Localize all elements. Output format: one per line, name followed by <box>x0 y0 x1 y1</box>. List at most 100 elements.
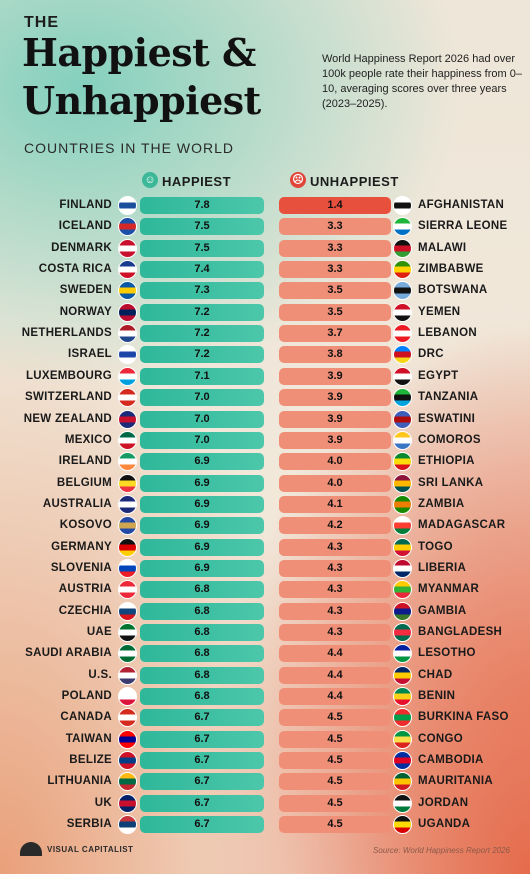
happiest-country-label: SLOVENIA <box>50 561 112 574</box>
unhappiest-country-flag-icon <box>393 623 412 642</box>
title-line-2: Unhappiest <box>22 78 261 123</box>
unhappiest-score-bar: 4.5 <box>279 730 391 748</box>
unhappiest-country-label: LEBANON <box>418 327 477 340</box>
happiest-score-bar: 6.9 <box>140 517 264 535</box>
happiest-score-bar: 7.2 <box>140 346 264 364</box>
happiest-country-label: KOSOVO <box>59 519 112 532</box>
unhappiest-country-label: ESWATINI <box>418 412 476 425</box>
happiest-country-flag-icon <box>118 815 137 835</box>
title-line-1: Happiest & <box>22 30 256 75</box>
unhappiest-country-flag-icon <box>393 729 412 749</box>
unhappiest-score-bar: 3.7 <box>279 325 391 343</box>
happiest-country-flag-icon <box>118 516 137 536</box>
unhappiest-score-bar: 4.5 <box>279 794 391 812</box>
unhappiest-score-bar: 3.9 <box>279 367 391 385</box>
table-row: AUSTRIA 6.8 4.3 MYANMAR <box>0 579 530 600</box>
happiest-score-bar: 7.8 <box>140 197 264 214</box>
unhappiest-country-flag-icon <box>393 217 412 237</box>
happiest-country-label: DENMARK <box>51 241 112 254</box>
table-row: GERMANY 6.9 4.3 TOGO <box>0 537 530 558</box>
table-row: NORWAY 7.2 3.5 YEMEN <box>0 302 530 323</box>
unhappiest-country-label: MALAWI <box>418 241 467 254</box>
unhappiest-country-label: MAURITANIA <box>418 775 493 788</box>
subtitle: COUNTRIES IN THE WORLD <box>24 140 234 156</box>
unhappiest-country-label: BURKINA FASO <box>418 711 509 724</box>
visual-capitalist-logo: VISUAL CAPITALIST <box>20 842 133 856</box>
happiest-country-flag-icon <box>118 366 137 386</box>
unhappiest-country-flag-icon <box>393 302 412 322</box>
unhappiest-country-label: ETHIOPIA <box>418 455 475 468</box>
unhappiest-score-bar: 4.0 <box>279 474 391 492</box>
table-row: CZECHIA 6.8 4.3 GAMBIA <box>0 601 530 622</box>
unhappiest-country-flag-icon <box>393 388 412 408</box>
happiest-country-flag-icon <box>118 601 137 621</box>
unhappiest-score-bar: 3.5 <box>279 282 391 300</box>
happiest-country-label: LITHUANIA <box>47 775 112 788</box>
table-row: ICELAND 7.5 3.3 SIERRA LEONE <box>0 216 530 237</box>
happiest-country-flag-icon <box>118 473 137 493</box>
unhappiest-country-flag-icon <box>393 430 412 450</box>
happiest-country-label: TAIWAN <box>65 732 112 745</box>
happiest-country-label: AUSTRIA <box>58 583 112 596</box>
unhappiest-country-flag-icon <box>393 772 412 792</box>
happiest-country-label: AUSTRALIA <box>42 497 112 510</box>
unhappiest-score-bar: 4.1 <box>279 495 391 513</box>
unhappiest-score-bar: 4.5 <box>279 773 391 791</box>
unhappiest-score-bar: 1.4 <box>279 197 391 214</box>
table-row: ISRAEL 7.2 3.8 DRC <box>0 344 530 365</box>
unhappiest-country-label: SRI LANKA <box>418 476 484 489</box>
happiest-score-bar: 7.1 <box>140 367 264 385</box>
happiest-country-label: MEXICO <box>64 433 112 446</box>
happiest-country-flag-icon <box>118 558 137 578</box>
happiest-score-bar: 7.3 <box>140 282 264 300</box>
happiest-country-label: SAUDI ARABIA <box>25 647 112 660</box>
unhappiest-score-bar: 4.3 <box>279 538 391 556</box>
unhappiest-score-bar: 4.4 <box>279 688 391 706</box>
unhappiest-country-label: UGANDA <box>418 818 471 831</box>
happiest-country-flag-icon <box>118 793 137 813</box>
happiest-country-label: CZECHIA <box>58 604 112 617</box>
table-row: AUSTRALIA 6.9 4.1 ZAMBIA <box>0 494 530 515</box>
unhappiest-country-label: SIERRA LEONE <box>418 220 508 233</box>
unhappiest-country-flag-icon <box>393 473 412 493</box>
unhappiest-country-label: TANZANIA <box>418 391 479 404</box>
happiest-country-label: COSTA RICA <box>38 263 112 276</box>
unhappiest-score-bar: 4.5 <box>279 709 391 727</box>
table-row: NEW ZEALAND 7.0 3.9 ESWATINI <box>0 409 530 430</box>
happiest-country-label: GERMANY <box>51 540 112 553</box>
unhappiest-country-flag-icon <box>393 601 412 621</box>
unhappiest-country-label: EGYPT <box>418 369 459 382</box>
happiest-country-label: UAE <box>86 626 112 638</box>
table-row: MEXICO 7.0 3.9 COMOROS <box>0 430 530 451</box>
unhappiest-country-label: CHAD <box>418 668 453 681</box>
happiest-country-flag-icon <box>118 345 137 365</box>
table-row: FINLAND 7.8 1.4 AFGHANISTAN <box>0 195 530 216</box>
unhappiest-country-flag-icon <box>393 516 412 536</box>
unhappiest-country-flag-icon <box>393 345 412 365</box>
happiest-country-label: SWITZERLAND <box>25 391 112 404</box>
table-row: BELGIUM 6.9 4.0 SRI LANKA <box>0 473 530 494</box>
happiest-score-bar: 6.7 <box>140 773 264 791</box>
title-prefix: THE <box>24 14 59 31</box>
unhappiest-country-flag-icon <box>393 260 412 280</box>
unhappiest-score-bar: 3.8 <box>279 346 391 364</box>
happiest-score-bar: 7.0 <box>140 410 264 428</box>
table-row: POLAND 6.8 4.4 BENIN <box>0 686 530 707</box>
happiest-country-flag-icon <box>118 644 137 664</box>
happiest-country-label: CANADA <box>60 711 112 724</box>
unhappiest-country-flag-icon <box>393 324 412 344</box>
happiest-country-flag-icon <box>118 217 137 237</box>
unhappiest-country-flag-icon <box>393 238 412 258</box>
unhappiest-country-label: AFGHANISTAN <box>418 199 505 211</box>
happiest-country-flag-icon <box>118 623 137 642</box>
unhappiest-score-bar: 4.4 <box>279 645 391 663</box>
unhappiest-country-label: JORDAN <box>418 796 469 809</box>
happiest-score-bar: 6.7 <box>140 752 264 770</box>
logo-mark-icon <box>20 842 42 856</box>
unhappiest-score-bar: 3.5 <box>279 303 391 321</box>
happiest-country-label: SWEDEN <box>59 284 112 297</box>
smile-icon: ☺ <box>142 172 158 188</box>
unhappiest-country-label: BOTSWANA <box>418 284 488 297</box>
unhappiest-country-label: COMOROS <box>418 433 481 446</box>
unhappiest-country-flag-icon <box>393 366 412 386</box>
